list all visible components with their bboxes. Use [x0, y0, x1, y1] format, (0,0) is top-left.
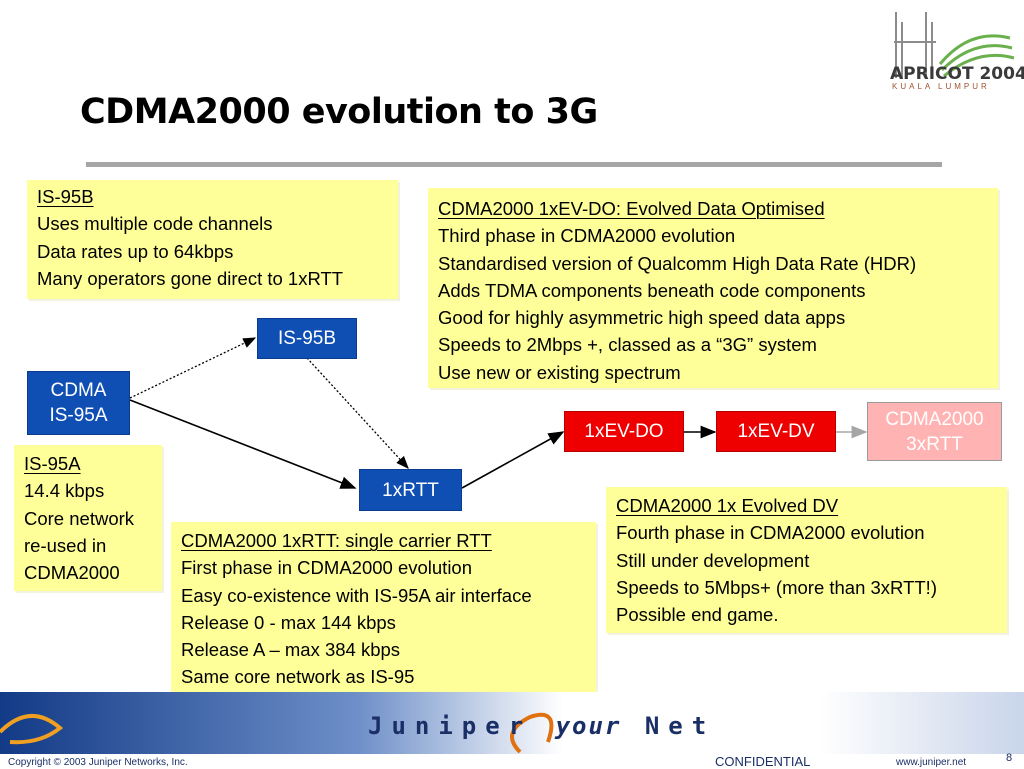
note-evdo-line: Standardised version of Qualcomm High Da…	[438, 252, 917, 274]
towers-icon	[894, 12, 1015, 78]
note-evdo-line: Adds TDMA components beneath code compon…	[438, 279, 866, 301]
node-is95b-label: IS-95B	[277, 328, 337, 349]
note-is95b-heading: IS-95B	[37, 186, 94, 207]
note-evdv: CDMA2000 1x Evolved DV Fourth phase in C…	[606, 487, 1007, 633]
note-1xrtt-line: Easy co-existence with IS-95A air interf…	[181, 584, 532, 606]
node-cdma-is95a-line: CDMA	[50, 380, 107, 401]
node-1xrtt: 1xRTT	[359, 469, 462, 511]
node-cdma2000-3xrtt: CDMA2000 3xRTT	[867, 402, 1002, 461]
node-cdma-is95a: CDMA IS-95A	[27, 371, 130, 435]
logo-title: APRICOT 2004	[890, 64, 1024, 84]
page-number: 8	[1006, 752, 1013, 764]
brand-your: your	[555, 712, 622, 740]
note-evdv-heading: CDMA2000 1x Evolved DV	[616, 495, 839, 516]
node-1xev-do: 1xEV-DO	[564, 411, 684, 452]
node-cdma2000-3xrtt-line: 3xRTT	[906, 433, 963, 455]
note-evdo-line: Use new or existing spectrum	[438, 361, 681, 383]
footer-confidential: CONFIDENTIAL	[715, 754, 811, 769]
apricot-2004-logo: APRICOT 2004 KUALA LUMPUR	[880, 8, 1024, 92]
footer-website: www.juniper.net	[896, 757, 967, 768]
page-title: CDMA2000 evolution to 3G	[80, 92, 598, 132]
note-evdv-line: Possible end game.	[616, 604, 779, 626]
note-evdo-line: Third phase in CDMA2000 evolution	[438, 225, 736, 247]
node-cdma-is95a-line: IS-95A	[49, 405, 108, 426]
note-is95b: IS-95B Uses multiple code channels Data …	[27, 180, 398, 299]
note-evdo: CDMA2000 1xEV-DO: Evolved Data Optimised…	[428, 188, 998, 388]
node-1xev-do-label: 1xEV-DO	[584, 421, 664, 442]
swoosh-icon	[0, 712, 554, 754]
note-evdv-line: Still under development	[616, 549, 810, 571]
note-is95a-line: 14.4 kbps	[24, 480, 105, 502]
note-evdo-heading: CDMA2000 1xEV-DO: Evolved Data Optimised	[438, 198, 825, 219]
note-is95b-line: Many operators gone direct to 1xRTT	[37, 267, 344, 289]
arrow-1xrtt-to-evdo	[461, 431, 565, 489]
note-evdo-line: Speeds to 2Mbps +, classed as a “3G” sys…	[438, 334, 817, 356]
note-evdo-line: Good for highly asymmetric high speed da…	[438, 307, 846, 329]
footer-strip	[0, 754, 1024, 768]
note-1xrtt-line: Same core network as IS-95	[181, 666, 415, 688]
note-is95a-line: Core network	[24, 507, 135, 529]
note-is95a-heading: IS-95A	[24, 453, 81, 474]
node-1xrtt-label: 1xRTT	[382, 479, 439, 501]
node-is95b: IS-95B	[257, 318, 357, 359]
footer-copyright: Copyright © 2003 Juniper Networks, Inc.	[8, 757, 188, 768]
arrow-cdma-to-is95b	[129, 337, 257, 399]
note-is95a-line: CDMA2000	[24, 562, 120, 584]
footer-brand: Juniper your Net	[368, 712, 715, 740]
note-1xrtt-line: First phase in CDMA2000 evolution	[181, 557, 473, 579]
brand-net: Net	[644, 712, 716, 740]
logo-subtitle: KUALA LUMPUR	[892, 82, 990, 91]
note-evdv-line: Fourth phase in CDMA2000 evolution	[616, 522, 925, 544]
arrow-is95b-to-1xrtt	[306, 357, 409, 469]
node-1xev-dv-label: 1xEV-DV	[737, 421, 815, 442]
node-1xev-dv: 1xEV-DV	[716, 411, 836, 452]
note-is95a: IS-95A 14.4 kbps Core network re-used in…	[14, 445, 162, 591]
note-1xrtt-heading: CDMA2000 1xRTT: single carrier RTT	[181, 530, 492, 551]
note-evdv-line: Speeds to 5Mbps+ (more than 3xRTT!)	[616, 576, 937, 598]
note-1xrtt-line: Release 0 - max 144 kbps	[181, 611, 396, 633]
note-is95a-line: re-used in	[24, 534, 107, 556]
note-is95b-line: Uses multiple code channels	[37, 213, 273, 235]
note-1xrtt: CDMA2000 1xRTT: single carrier RTT First…	[171, 522, 596, 694]
brand-juniper: Juniper	[368, 712, 533, 740]
title-divider	[86, 162, 942, 167]
note-1xrtt-line: Release A – max 384 kbps	[181, 639, 401, 661]
arrow-cdma-to-1xrtt	[129, 399, 357, 489]
note-is95b-line: Data rates up to 64kbps	[37, 240, 234, 262]
node-cdma2000-3xrtt-line: CDMA2000	[885, 408, 984, 430]
footer-banner	[0, 692, 1024, 768]
